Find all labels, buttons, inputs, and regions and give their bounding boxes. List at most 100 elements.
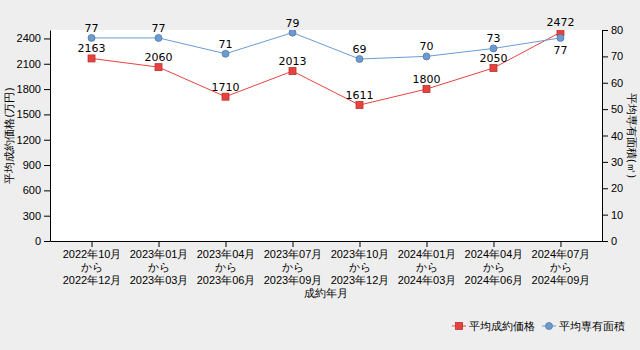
- tick: 30: [602, 156, 623, 168]
- tick-label: 900: [23, 159, 41, 171]
- tick-label: 30: [611, 156, 623, 168]
- series-marker: [289, 68, 296, 75]
- tick-label: 1500: [17, 108, 41, 120]
- tick-label: 60: [611, 77, 623, 89]
- tick-mark: [92, 241, 93, 247]
- tick: 1200: [17, 134, 50, 146]
- tick: 50: [602, 103, 623, 115]
- plot-area: [88, 30, 564, 109]
- series-marker: [490, 64, 497, 71]
- tick-mark: [602, 83, 608, 84]
- tick-mark: [359, 241, 360, 247]
- series-marker: [490, 45, 497, 52]
- tick-mark: [44, 241, 50, 242]
- tick: 0: [602, 235, 617, 247]
- y-axis: 030060090012001500180021002400: [17, 31, 51, 248]
- tick-label: 1200: [17, 134, 41, 146]
- tick: 2400: [17, 32, 50, 44]
- data-label: 1710: [212, 81, 240, 94]
- y-axis-title: 平均成約価格(万円): [3, 87, 16, 184]
- plot-background: [50, 30, 602, 241]
- tick-mark: [602, 241, 608, 242]
- tick-mark: [44, 38, 50, 39]
- tick-label: 2022年10月から2022年12月: [63, 248, 122, 286]
- legend-marker: [456, 323, 463, 330]
- data-label: 2163: [78, 42, 106, 55]
- tick: 1800: [17, 83, 50, 95]
- tick-label: 20: [611, 182, 623, 194]
- data-label: 77: [553, 44, 567, 57]
- tick-mark: [44, 216, 50, 217]
- tick-label: 40: [611, 130, 623, 142]
- axis-line: [50, 31, 51, 242]
- tick-mark: [293, 241, 294, 247]
- tick-mark: [44, 89, 50, 90]
- series-marker: [155, 64, 162, 71]
- tick-mark: [159, 241, 160, 247]
- tick: 2022年10月から2022年12月: [63, 241, 122, 286]
- tick-mark: [560, 241, 561, 247]
- series-marker: [356, 56, 363, 63]
- data-labels: 2163772060771710712013791611691800702050…: [78, 16, 575, 102]
- data-label: 79: [286, 17, 300, 30]
- tick-mark: [44, 165, 50, 166]
- series-marker: [222, 50, 229, 57]
- tick-mark: [602, 188, 608, 189]
- data-label: 70: [419, 40, 433, 53]
- tick: 2100: [17, 58, 50, 70]
- tick: 1500: [17, 108, 50, 120]
- data-label: 77: [152, 22, 166, 35]
- tick-mark: [226, 241, 227, 247]
- tick: 2023年10月から2023年12月: [331, 241, 390, 286]
- data-label: 77: [85, 22, 99, 35]
- tick-mark: [602, 109, 608, 110]
- tick-mark: [602, 30, 608, 31]
- tick: 0: [35, 235, 50, 247]
- y2-axis: 0 10 20 30 40 50 60 70 80: [602, 24, 623, 247]
- data-label: 1800: [412, 73, 440, 86]
- tick-mark: [602, 56, 608, 57]
- tick-label: 2024年01月から2024年03月: [398, 248, 457, 286]
- tick: 20: [602, 182, 623, 194]
- tick: 2024年01月から2024年03月: [398, 241, 457, 286]
- legend-item: 平均成約価格: [452, 320, 535, 333]
- x-axis: 2022年10月から2022年12月2023年01月から2023年03月2023…: [51, 241, 603, 286]
- tick-label: 80: [611, 24, 623, 36]
- tick-label: 2024年04月から2024年06月: [465, 248, 524, 286]
- legend-marker: [546, 323, 553, 330]
- tick: 600: [23, 184, 50, 196]
- legend-item: 平均専有面積: [542, 320, 625, 333]
- series-marker: [222, 93, 229, 100]
- tick: 900: [23, 159, 50, 171]
- tick: 40: [602, 130, 623, 142]
- series-marker: [356, 102, 363, 109]
- tick: 2023年04月から2023年06月: [197, 241, 256, 286]
- tick-mark: [44, 140, 50, 141]
- tick: 2023年01月から2023年03月: [130, 241, 189, 286]
- series-marker: [423, 86, 430, 93]
- tick-mark: [602, 215, 608, 216]
- data-label: 1611: [345, 89, 373, 102]
- tick: 80: [602, 24, 623, 36]
- series-line: [92, 32, 561, 105]
- tick-label: 2024年07月から2024年09月: [532, 248, 591, 286]
- tick-label: 50: [611, 103, 623, 115]
- series-marker: [289, 30, 296, 36]
- data-label: 71: [219, 38, 233, 51]
- data-label: 73: [486, 32, 500, 45]
- axis-line: [51, 241, 603, 242]
- tick-mark: [44, 190, 50, 191]
- tick: 2024年07月から2024年09月: [532, 241, 591, 286]
- tick-label: 2023年10月から2023年12月: [331, 248, 390, 286]
- data-label: 2013: [279, 55, 307, 68]
- series-marker: [423, 53, 430, 60]
- tick-label: 2023年07月から2023年09月: [264, 248, 323, 286]
- series-marker: [155, 34, 162, 41]
- tick-mark: [602, 162, 608, 163]
- series-marker: [557, 34, 564, 41]
- y2-axis-title: 平均専有面積(㎡): [625, 93, 638, 179]
- tick: 2023年07月から2023年09月: [264, 241, 323, 286]
- tick-label: 10: [611, 209, 623, 221]
- tick-mark: [602, 136, 608, 137]
- tick-label: 70: [611, 50, 623, 62]
